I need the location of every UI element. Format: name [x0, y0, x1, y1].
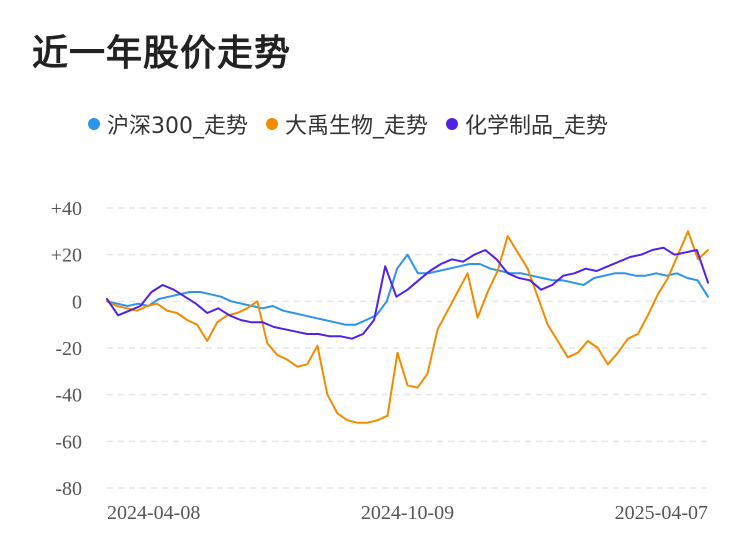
series-line-0: [106, 253, 709, 326]
legend-item-hs300[interactable]: 沪深300_走势: [88, 108, 248, 140]
x-tick-label: 2024-04-08: [107, 502, 200, 524]
legend-label: 沪深300_走势: [107, 114, 248, 139]
y-tick-label: +40: [51, 198, 82, 220]
y-tick-label: -40: [55, 385, 82, 407]
legend-dot-icon: [446, 118, 459, 130]
chart-legend: 沪深300_走势 大禹生物_走势 化学制品_走势: [88, 108, 626, 140]
y-tick-label: -20: [55, 338, 82, 360]
x-tick-label: 2025-04-07: [615, 502, 708, 524]
y-tick-label: -80: [55, 478, 82, 500]
y-tick-label: -60: [55, 431, 82, 453]
series-line-1: [106, 230, 709, 424]
legend-item-chemicals[interactable]: 化学制品_走势: [446, 108, 608, 140]
legend-item-dayu[interactable]: 大禹生物_走势: [266, 108, 428, 140]
y-tick-label: 0: [72, 291, 82, 313]
legend-dot-icon: [88, 118, 100, 130]
legend-label: 化学制品_走势: [465, 114, 609, 139]
legend-dot-icon: [266, 118, 278, 130]
legend-label: 大禹生物_走势: [285, 114, 429, 139]
y-tick-label: +20: [51, 245, 82, 267]
series-line-2: [106, 246, 709, 340]
chart-title: 近一年股价走势: [32, 33, 292, 74]
x-tick-label: 2024-10-09: [361, 502, 454, 524]
